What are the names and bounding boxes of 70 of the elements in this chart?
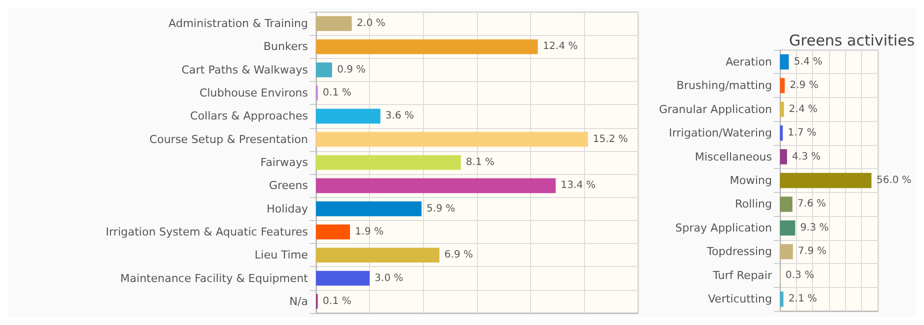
y-tick-label: Greens xyxy=(268,179,308,192)
bar xyxy=(780,125,783,141)
data-label: 4.3 % xyxy=(792,151,821,162)
bar xyxy=(316,201,422,216)
bar xyxy=(316,178,556,194)
data-label: 0.9 % xyxy=(337,64,366,76)
bar xyxy=(316,16,352,31)
data-label: 1.9 % xyxy=(354,226,384,238)
bar xyxy=(316,39,538,54)
bar xyxy=(316,108,380,124)
bar xyxy=(780,149,788,164)
data-label: 5.9 % xyxy=(426,203,456,214)
data-label: 2.4 % xyxy=(788,104,818,115)
data-label: 12.4 % xyxy=(542,41,578,52)
data-label: 2.9 % xyxy=(790,80,818,92)
bar xyxy=(780,244,793,260)
y-tick-label: Cart Paths & Walkways xyxy=(181,63,308,76)
data-label: 8.1 % xyxy=(466,157,494,168)
y-tick-label: Turf Repair xyxy=(712,268,772,282)
y-tick-label: Spray Application xyxy=(675,221,772,234)
data-label: 0.1 % xyxy=(322,88,352,99)
data-label: 13.4 % xyxy=(560,180,596,192)
y-tick-label: Administration & Training xyxy=(168,17,308,30)
y-tick-label: Brushing/matting xyxy=(676,79,772,92)
bar xyxy=(780,172,872,188)
bar xyxy=(316,155,461,170)
data-label: 15.2 % xyxy=(592,134,628,145)
y-tick-label: Aeration xyxy=(726,55,772,68)
data-label: 2.0 % xyxy=(356,18,386,30)
y-tick-label: Rolling xyxy=(734,198,772,211)
y-tick-label: Collars & Approaches xyxy=(190,110,308,123)
y-tick-label: Fairways xyxy=(260,156,308,169)
y-tick-label: Holiday xyxy=(266,202,308,216)
bar xyxy=(780,220,796,236)
bar xyxy=(780,54,789,70)
data-label: 5.4 % xyxy=(794,56,822,68)
bar xyxy=(316,62,332,78)
bar xyxy=(780,102,784,117)
y-tick-label: Granular Application xyxy=(658,102,772,116)
data-label: 7.9 % xyxy=(798,246,827,258)
bar xyxy=(780,78,785,94)
bar xyxy=(316,224,350,240)
bar xyxy=(316,248,440,263)
y-tick-label: Verticutting xyxy=(708,292,772,306)
y-tick-label: N/a xyxy=(289,294,308,308)
y-tick-label: Course Setup & Presentation xyxy=(149,132,308,146)
data-label: 1.7 % xyxy=(788,128,816,139)
y-tick-label: Lieu Time xyxy=(254,248,308,262)
y-tick-label: Topdressing xyxy=(706,245,772,258)
data-label: 6.9 % xyxy=(444,250,474,261)
data-label: 0.1 % xyxy=(322,296,352,307)
data-label: 7.6 % xyxy=(797,198,826,210)
bar xyxy=(316,132,588,147)
bar xyxy=(780,292,784,307)
data-label: 0.3 % xyxy=(786,270,814,281)
data-label: 56.0 % xyxy=(876,175,912,186)
chart-title: Greens activities xyxy=(789,32,915,50)
data-label: 9.3 % xyxy=(800,222,829,234)
y-tick-label: Maintenance Facility & Equipment xyxy=(120,272,309,285)
bar xyxy=(316,270,370,286)
y-tick-label: Irrigation System & Aquatic Features xyxy=(106,225,308,238)
y-tick-label: Mowing xyxy=(730,174,772,187)
data-label: 3.6 % xyxy=(385,110,414,122)
y-tick-label: Clubhouse Environs xyxy=(199,86,308,100)
bar xyxy=(780,196,792,212)
data-label: 2.1 % xyxy=(788,294,818,305)
y-tick-label: Bunkers xyxy=(264,40,308,54)
data-label: 3.0 % xyxy=(374,272,404,284)
y-tick-label: Irrigation/Watering xyxy=(668,126,772,140)
y-tick-label: Miscellaneous xyxy=(694,150,772,164)
